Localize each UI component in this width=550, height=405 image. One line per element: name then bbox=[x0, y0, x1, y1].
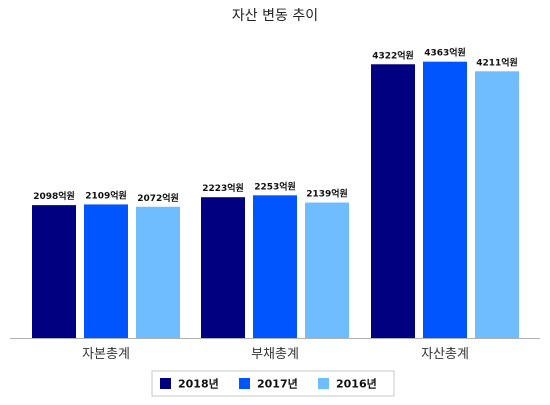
data-label: 4322억원 bbox=[372, 49, 414, 61]
data-label: 2139억원 bbox=[306, 188, 348, 200]
category-label: 자본총계 bbox=[82, 347, 130, 362]
category-label: 부채총계 bbox=[251, 347, 299, 362]
bar-부채총계-2018년 bbox=[201, 197, 245, 338]
bar-부채총계-2017년 bbox=[253, 195, 297, 338]
data-label: 2109억원 bbox=[85, 189, 127, 201]
bar-자본총계-2018년 bbox=[32, 205, 76, 338]
legend-label: 2018년 bbox=[178, 377, 219, 391]
bars-layer bbox=[32, 61, 519, 339]
category-labels-layer: 자본총계 부채총계 자산총계 bbox=[82, 347, 469, 362]
value-labels-layer: 2098억원 2109억원 2072억원 2223억원 2253억원 2139억원 4322… bbox=[33, 47, 518, 204]
data-label: 4363억원 bbox=[424, 47, 466, 59]
chart-title: 자산 변동 추이 bbox=[232, 8, 318, 24]
legend-label: 2017년 bbox=[257, 377, 298, 391]
category-label: 자산총계 bbox=[421, 347, 469, 362]
data-label: 4211억원 bbox=[476, 56, 518, 68]
data-label: 2253억원 bbox=[254, 180, 296, 192]
legend-swatch bbox=[160, 378, 171, 389]
legend: 2018년 2017년 2016년 bbox=[160, 377, 377, 391]
legend-swatch bbox=[239, 378, 250, 389]
legend-label: 2016년 bbox=[336, 377, 377, 391]
bar-자본총계-2017년 bbox=[84, 204, 128, 338]
bar-자산총계-2017년 bbox=[423, 61, 467, 338]
bar-자산총계-2016년 bbox=[475, 71, 519, 338]
data-label: 2223억원 bbox=[202, 182, 244, 194]
data-label: 2072억원 bbox=[137, 192, 179, 204]
legend-swatch bbox=[318, 378, 329, 389]
legend-box bbox=[151, 370, 395, 397]
data-label: 2098억원 bbox=[33, 190, 75, 202]
bar-자본총계-2016년 bbox=[136, 206, 180, 338]
bar-자산총계-2018년 bbox=[371, 64, 415, 339]
bar-부채총계-2016년 bbox=[305, 202, 349, 338]
